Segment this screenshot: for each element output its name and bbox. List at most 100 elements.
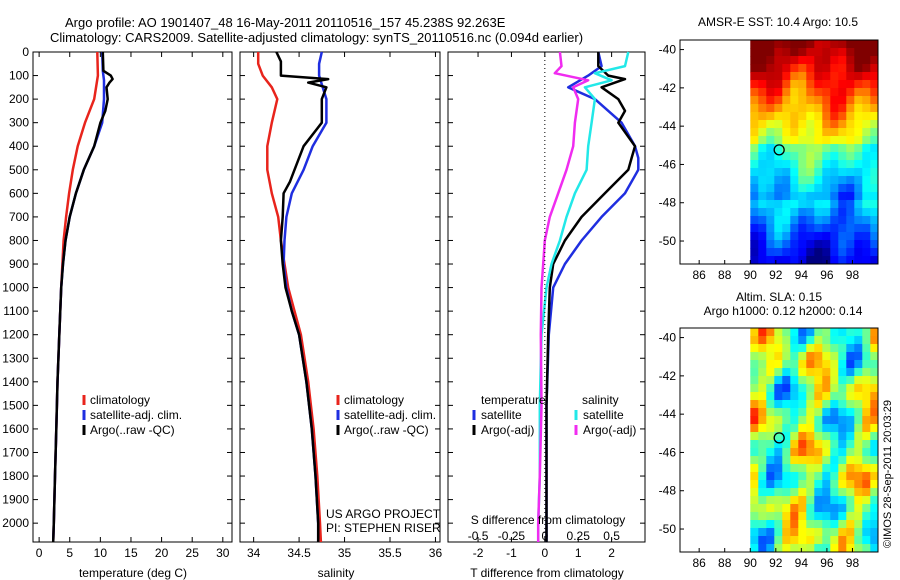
heatmap-cell	[806, 176, 815, 185]
heatmap-cell	[766, 136, 775, 145]
heatmap-cell	[870, 184, 879, 193]
heatmap-cell	[766, 520, 775, 529]
heatmap-cell	[750, 112, 759, 121]
heatmap-cell	[750, 96, 759, 105]
heatmap-cell	[838, 80, 847, 89]
heatmap-cell	[758, 208, 767, 217]
heatmap-cell	[774, 488, 783, 497]
x-tick-label: 30	[216, 546, 230, 560]
heatmap-cell	[838, 216, 847, 225]
heatmap-cell	[774, 224, 783, 233]
heatmap-cell	[870, 48, 879, 57]
heatmap-cell	[862, 336, 871, 345]
heatmap-cell	[846, 248, 855, 257]
heatmap-cell	[766, 440, 775, 449]
heatmap-cell	[862, 144, 871, 153]
heatmap-cell	[830, 208, 839, 217]
heatmap-cell	[862, 232, 871, 241]
heatmap-cell	[782, 408, 791, 417]
x-tick-label: 86	[692, 556, 706, 570]
heatmap-cell	[854, 240, 863, 249]
map-title-line1: Altim. SLA: 0.15	[736, 290, 822, 304]
heatmap-cell	[758, 520, 767, 529]
heatmap-cell	[822, 56, 831, 65]
heatmap-cell	[790, 392, 799, 401]
heatmap-cell	[862, 240, 871, 249]
heatmap-cell	[758, 544, 767, 553]
heatmap-cell	[806, 464, 815, 473]
heatmap-cell	[870, 480, 879, 489]
heatmap-cell	[750, 216, 759, 225]
heatmap-cell	[854, 408, 863, 417]
heatmap-cell	[838, 504, 847, 513]
heatmap-cell	[838, 200, 847, 209]
heatmap-cell	[774, 200, 783, 209]
heatmap-cell	[774, 464, 783, 473]
heatmap-cell	[854, 224, 863, 233]
heatmap-cell	[750, 376, 759, 385]
legend-label: satellite-adj. clim.	[90, 408, 182, 422]
heatmap-cell	[854, 136, 863, 145]
heatmap-cell	[758, 232, 767, 241]
heatmap-cell	[758, 192, 767, 201]
heatmap-cell	[774, 384, 783, 393]
heatmap-cell	[806, 232, 815, 241]
heatmap-cell	[814, 128, 823, 137]
heatmap-cell	[806, 368, 815, 377]
heatmap-cell	[790, 104, 799, 113]
heatmap-cell	[782, 224, 791, 233]
y-tick-label: 400	[9, 139, 29, 153]
heatmap-cell	[830, 336, 839, 345]
heatmap-cell	[870, 120, 879, 129]
series-line-black	[545, 52, 637, 542]
heatmap-cell	[814, 136, 823, 145]
y-tick-label: -40	[659, 331, 677, 345]
heatmap-cell	[782, 240, 791, 249]
heatmap-cell	[766, 224, 775, 233]
heatmap-cell	[838, 248, 847, 257]
heatmap-cell	[854, 184, 863, 193]
heatmap-cell	[822, 328, 831, 337]
heatmap-cell	[846, 136, 855, 145]
heatmap-cell	[838, 72, 847, 81]
heatmap-cell	[838, 472, 847, 481]
heatmap-cell	[814, 192, 823, 201]
heatmap-cell	[814, 240, 823, 249]
heatmap-cell	[774, 216, 783, 225]
heatmap-cell	[782, 120, 791, 129]
heatmap-cell	[830, 368, 839, 377]
heatmap-cell	[782, 440, 791, 449]
heatmap-cell	[838, 464, 847, 473]
heatmap-cell	[854, 424, 863, 433]
heatmap-cell	[870, 472, 879, 481]
heatmap-cell	[766, 200, 775, 209]
heatmap-cell	[798, 376, 807, 385]
heatmap-cell	[750, 72, 759, 81]
heatmap-cell	[750, 192, 759, 201]
heatmap-cell	[846, 496, 855, 505]
heatmap-cell	[846, 400, 855, 409]
heatmap-cell	[822, 488, 831, 497]
heatmap-cell	[758, 112, 767, 121]
heatmap-cell	[766, 496, 775, 505]
heatmap-cell	[758, 392, 767, 401]
heatmap-cell	[806, 392, 815, 401]
heatmap-cell	[758, 376, 767, 385]
heatmap-cell	[774, 360, 783, 369]
y-tick-label: -42	[659, 369, 677, 383]
heatmap-cell	[870, 336, 879, 345]
heatmap-cell	[838, 456, 847, 465]
heatmap-cell	[798, 520, 807, 529]
heatmap-cell	[862, 392, 871, 401]
y-tick-label: 0	[22, 45, 29, 59]
heatmap-cell	[766, 208, 775, 217]
x-tick-label: 94	[795, 268, 809, 282]
heatmap-cell	[862, 168, 871, 177]
heatmap-cell	[854, 48, 863, 57]
heatmap-cell	[854, 344, 863, 353]
heatmap-cell	[798, 184, 807, 193]
legend-label: climatology	[90, 393, 150, 407]
heatmap-cell	[862, 176, 871, 185]
series-line-cyan	[536, 51, 630, 542]
heatmap-cell	[806, 48, 815, 57]
